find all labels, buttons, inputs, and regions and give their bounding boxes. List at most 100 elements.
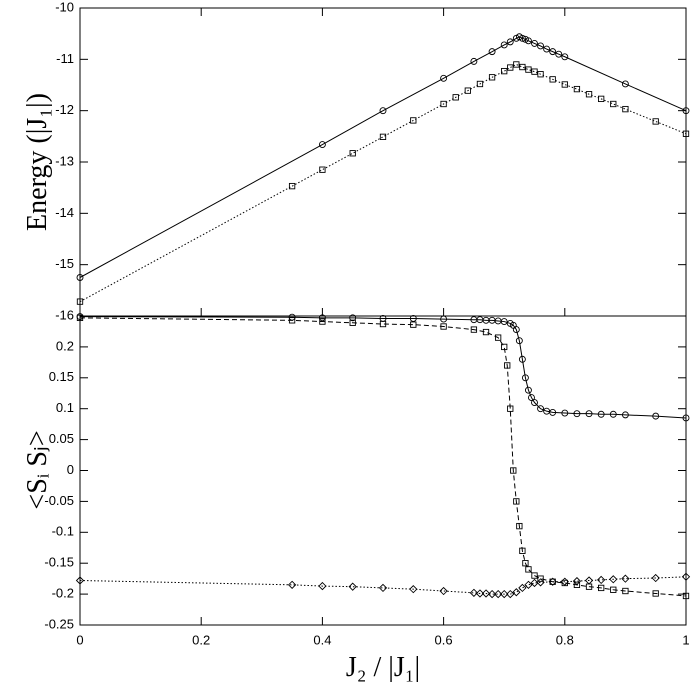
diamond-marker [518, 583, 527, 593]
diamond-marker [560, 577, 569, 586]
circle-marker [549, 48, 557, 56]
y-axis-label: <Sᵢ Sⱼ> [22, 430, 53, 509]
square-marker [549, 76, 556, 83]
square-marker [598, 95, 605, 103]
square-marker [519, 63, 526, 71]
diamond-marker [494, 589, 503, 599]
circle-marker [318, 314, 326, 322]
diamond-marker [597, 575, 606, 585]
x-tick-label: 0.2 [192, 632, 210, 647]
square-marker [482, 328, 490, 336]
diamond-marker [548, 577, 557, 586]
diamond-marker [75, 576, 85, 585]
square-marker [379, 320, 387, 328]
y-tick-label: -13 [55, 153, 74, 168]
square-marker [519, 547, 526, 554]
square-marker [507, 64, 514, 71]
circle-marker [512, 326, 520, 334]
y-tick-label: -10 [55, 0, 74, 14]
square-marker [288, 317, 296, 324]
square-marker [319, 318, 326, 325]
square-marker [531, 68, 538, 75]
square-marker [598, 584, 605, 592]
circle-marker [682, 414, 690, 422]
circle-marker [524, 386, 532, 394]
circle-marker [573, 410, 581, 418]
square-marker [682, 592, 690, 600]
diamond-marker [681, 572, 691, 581]
diamond-marker [475, 589, 485, 598]
circle-marker [621, 411, 629, 419]
circle-marker [409, 315, 417, 322]
circle-marker [555, 50, 563, 58]
square-marker [504, 362, 511, 369]
y-tick-label: -0.25 [44, 616, 74, 631]
circle-marker [585, 410, 593, 418]
circle-marker [537, 42, 545, 50]
square-marker [585, 91, 593, 98]
square-marker [410, 117, 417, 124]
diamond-marker [572, 576, 582, 586]
circle-marker [470, 57, 478, 65]
series-line [79, 36, 687, 278]
y-tick-label: 0.15 [49, 369, 74, 384]
circle-marker [515, 337, 523, 345]
square-marker [525, 566, 532, 573]
plot-frame [79, 7, 687, 317]
circle-marker [621, 80, 629, 88]
diamond-marker [500, 589, 509, 599]
diamond-marker [481, 589, 491, 598]
diamond-marker [584, 576, 594, 585]
square-marker [510, 467, 517, 474]
circle-marker [531, 39, 538, 47]
square-marker [319, 166, 326, 173]
square-marker [682, 130, 690, 137]
circle-marker [537, 405, 545, 413]
y-tick-label: 0.05 [49, 431, 74, 446]
y-tick-label: -11 [56, 51, 74, 66]
square-marker [76, 314, 84, 322]
diamond-marker [506, 589, 515, 599]
square-marker [488, 74, 496, 81]
circle-marker [528, 394, 535, 402]
square-marker [349, 319, 356, 326]
square-marker [622, 587, 629, 595]
diamond-marker [409, 585, 418, 594]
y-tick-label: -15 [55, 256, 74, 271]
diamond-marker [487, 589, 497, 599]
square-marker [573, 581, 581, 588]
y-tick-label: -0.15 [44, 555, 74, 570]
circle-marker [543, 45, 551, 53]
diamond-marker [530, 578, 539, 588]
series-line [79, 316, 687, 419]
circle-marker [500, 41, 508, 49]
circle-marker [518, 355, 526, 363]
circle-marker [561, 53, 569, 61]
square-marker [410, 321, 417, 328]
square-marker [610, 100, 617, 108]
circle-marker [531, 399, 538, 406]
circle-marker [561, 409, 569, 417]
circle-marker [609, 410, 617, 418]
diamond-marker [524, 580, 533, 589]
square-marker [573, 85, 581, 93]
series-line [79, 63, 687, 303]
diamond-marker [609, 575, 618, 584]
y-tick-label: 0 [67, 462, 74, 477]
plot-frame [79, 315, 687, 626]
y-axis-label: Energy (|J₁|) [22, 93, 53, 231]
x-tick-label: 0.8 [556, 632, 574, 647]
square-marker [561, 81, 568, 88]
square-marker [537, 575, 544, 582]
square-marker [531, 572, 538, 579]
x-tick-label: 0.6 [435, 632, 453, 647]
square-marker [76, 298, 84, 305]
y-tick-label: -0.1 [52, 524, 74, 539]
square-marker [537, 71, 544, 78]
square-marker [440, 100, 447, 108]
square-marker [622, 105, 629, 113]
square-marker [516, 522, 523, 530]
circle-marker [500, 318, 508, 326]
diamond-marker [439, 586, 448, 596]
